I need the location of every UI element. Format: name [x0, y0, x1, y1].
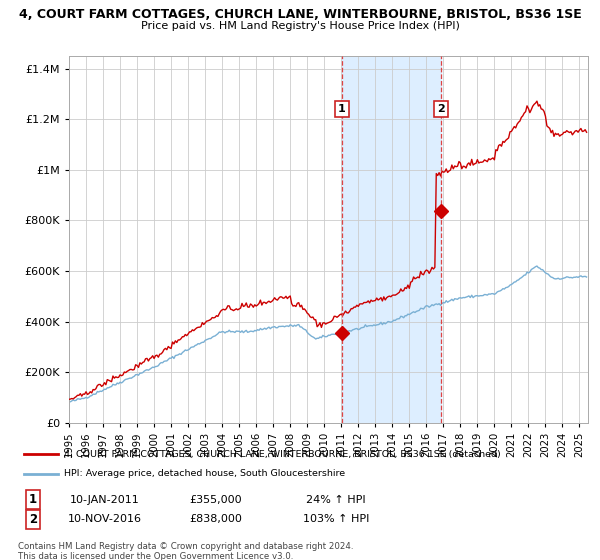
Text: 2: 2 — [29, 512, 37, 526]
Bar — [342, 56, 441, 423]
Text: 10-NOV-2016: 10-NOV-2016 — [68, 514, 142, 524]
Text: 4, COURT FARM COTTAGES, CHURCH LANE, WINTERBOURNE, BRISTOL, BS36 1SE: 4, COURT FARM COTTAGES, CHURCH LANE, WIN… — [19, 8, 581, 21]
Text: 103% ↑ HPI: 103% ↑ HPI — [303, 514, 369, 524]
Text: Contains HM Land Registry data © Crown copyright and database right 2024.
This d: Contains HM Land Registry data © Crown c… — [18, 542, 353, 560]
Text: £838,000: £838,000 — [190, 514, 242, 524]
Text: 1: 1 — [29, 493, 37, 506]
Text: £355,000: £355,000 — [190, 494, 242, 505]
Text: 1: 1 — [338, 104, 346, 114]
Text: 2: 2 — [437, 104, 445, 114]
Text: Price paid vs. HM Land Registry's House Price Index (HPI): Price paid vs. HM Land Registry's House … — [140, 21, 460, 31]
Text: HPI: Average price, detached house, South Gloucestershire: HPI: Average price, detached house, Sout… — [64, 469, 345, 478]
Text: 24% ↑ HPI: 24% ↑ HPI — [306, 494, 366, 505]
Text: 10-JAN-2011: 10-JAN-2011 — [70, 494, 140, 505]
Text: 4, COURT FARM COTTAGES, CHURCH LANE, WINTERBOURNE, BRISTOL, BS36 1SE (detached): 4, COURT FARM COTTAGES, CHURCH LANE, WIN… — [64, 450, 501, 459]
